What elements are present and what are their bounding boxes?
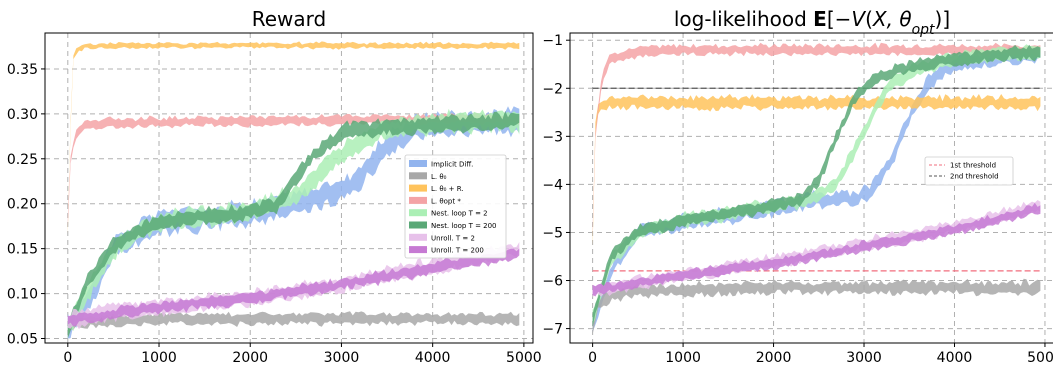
- title-part-7: opt: [912, 22, 935, 38]
- legend-label-nest-loop-t-200: Nest. loop T = 200: [431, 222, 497, 230]
- legend-swatch-l-opt: [409, 196, 427, 204]
- x-tick-label: 4000: [937, 350, 973, 366]
- legend-box: [404, 154, 507, 259]
- series-band-unroll-t-200: [592, 202, 1041, 297]
- legend-label-implicit-diff: Implicit Diff.: [431, 161, 473, 169]
- reward-axes-frame: [44, 32, 534, 344]
- reward-chart-title: Reward: [252, 7, 326, 31]
- legend-swatch-unroll-t-2: [409, 233, 427, 241]
- series-band-l: [67, 311, 520, 338]
- series-band-unroll-t-200: [67, 248, 520, 327]
- y-tick-label: 0.25: [7, 152, 38, 168]
- x-tick-label: 1000: [665, 350, 701, 366]
- series-band-nest-loop-t-200: [592, 44, 1041, 328]
- log-likelihood-chart: log-likelihood E[−V(X, θopt)] 0 1000 2000 3…: [542, 7, 1053, 366]
- x-tick-label: 3000: [324, 350, 360, 366]
- y-tick-label: 0.15: [7, 242, 38, 258]
- title-part-8: )]: [935, 7, 951, 31]
- reward-legend: Implicit Diff. L. θ₀ L. θ₀ + R. L. θopt * Ne…: [404, 154, 507, 259]
- title-part-4: (: [865, 7, 873, 31]
- series-band-l-opt: [592, 42, 1041, 236]
- title-part-5: X: [872, 7, 888, 31]
- y-tick-label: −6: [542, 274, 563, 290]
- y-tick-label: 0.35: [7, 62, 38, 78]
- legend-label-nest-loop-t-2: Nest. loop T = 2: [431, 210, 488, 218]
- series-band-l: [592, 278, 1041, 335]
- legend-swatch-nest-loop-t-200: [409, 221, 427, 229]
- y-tick-label: −5: [542, 225, 563, 241]
- y-tick-label: 0.10: [7, 287, 38, 303]
- legend-swatch-l: [409, 172, 427, 180]
- x-tick-label: 2000: [232, 350, 268, 366]
- title-part-1: E: [813, 7, 827, 31]
- title-part-0: log-likelihood: [674, 7, 813, 31]
- legend-label-l-r: L. θ₀ + R.: [431, 185, 464, 193]
- x-tick-label: 3000: [846, 350, 882, 366]
- x-tick-label: 5000: [506, 350, 542, 366]
- y-tick-label: −1: [542, 33, 563, 49]
- series-band-l-r: [592, 93, 1041, 247]
- legend-swatch-nest-loop-t-2: [409, 209, 427, 217]
- x-tick-label: 0: [63, 350, 72, 366]
- x-tick-label: 1000: [141, 350, 177, 366]
- log-likelihood-chart-title: log-likelihood E[−V(X, θopt)]: [674, 7, 950, 38]
- y-tick-label: −7: [542, 322, 563, 338]
- legend-label-l-opt: L. θopt *: [431, 197, 461, 205]
- legend-swatch-l-r: [409, 184, 427, 192]
- title-part-2: [−: [827, 7, 852, 31]
- y-tick-label: −4: [542, 177, 563, 193]
- y-tick-label: 0.05: [7, 332, 38, 348]
- x-tick-label: 0: [588, 350, 597, 366]
- y-tick-label: 0.20: [7, 197, 38, 213]
- threshold-legend-box: [924, 156, 1014, 186]
- reward-ticks: 0 1000 2000 3000 4000 5000 0.05 0.10 0.15 0.20 0.2…: [7, 62, 542, 366]
- title-part-3: V: [851, 7, 866, 31]
- y-tick-label: −3: [542, 129, 563, 145]
- log-likelihood-series-bands: [592, 42, 1041, 335]
- x-tick-label: 5000: [1027, 350, 1053, 366]
- threshold-legend-label-2nd-threshold: 2nd threshold: [950, 173, 999, 181]
- series-band-nest-loop-t-200: [67, 110, 520, 339]
- legend-label-l: L. θ₀: [431, 173, 447, 181]
- legend-label-unroll-t-200: Unroll. T = 200: [431, 247, 484, 255]
- series-band-l-opt: [67, 112, 520, 226]
- y-tick-label: −2: [542, 81, 563, 97]
- threshold-legend-label-1st-threshold: 1st threshold: [950, 162, 996, 170]
- legend-swatch-implicit-diff: [409, 160, 427, 167]
- x-tick-label: 4000: [415, 350, 451, 366]
- log-likelihood-ticks: 0 1000 2000 3000 4000 5000 −7 −6 −5 −4 −3 −2 −1: [542, 33, 1053, 366]
- threshold-lines: [592, 87, 1041, 272]
- reward-chart: Reward 0 1000 2000 3000 4000 5000 0.05 0.10 0.15…: [7, 7, 542, 366]
- threshold-legend: 1st threshold 2nd threshold: [924, 156, 1014, 186]
- x-tick-label: 2000: [756, 350, 792, 366]
- log-likelihood-axes-frame: [569, 32, 1053, 344]
- title-part-6: , θ: [887, 7, 912, 31]
- y-tick-label: 0.30: [7, 107, 38, 123]
- reward-series-bands: [67, 41, 520, 339]
- legend-label-unroll-t-2: Unroll. T = 2: [431, 234, 475, 242]
- legend-swatch-unroll-t-200: [409, 246, 427, 254]
